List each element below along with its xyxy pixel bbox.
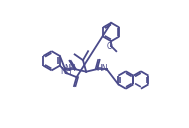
Text: HN: HN bbox=[96, 64, 108, 73]
Text: O: O bbox=[107, 42, 112, 51]
Text: NH: NH bbox=[60, 67, 71, 76]
Text: NH: NH bbox=[64, 64, 76, 73]
